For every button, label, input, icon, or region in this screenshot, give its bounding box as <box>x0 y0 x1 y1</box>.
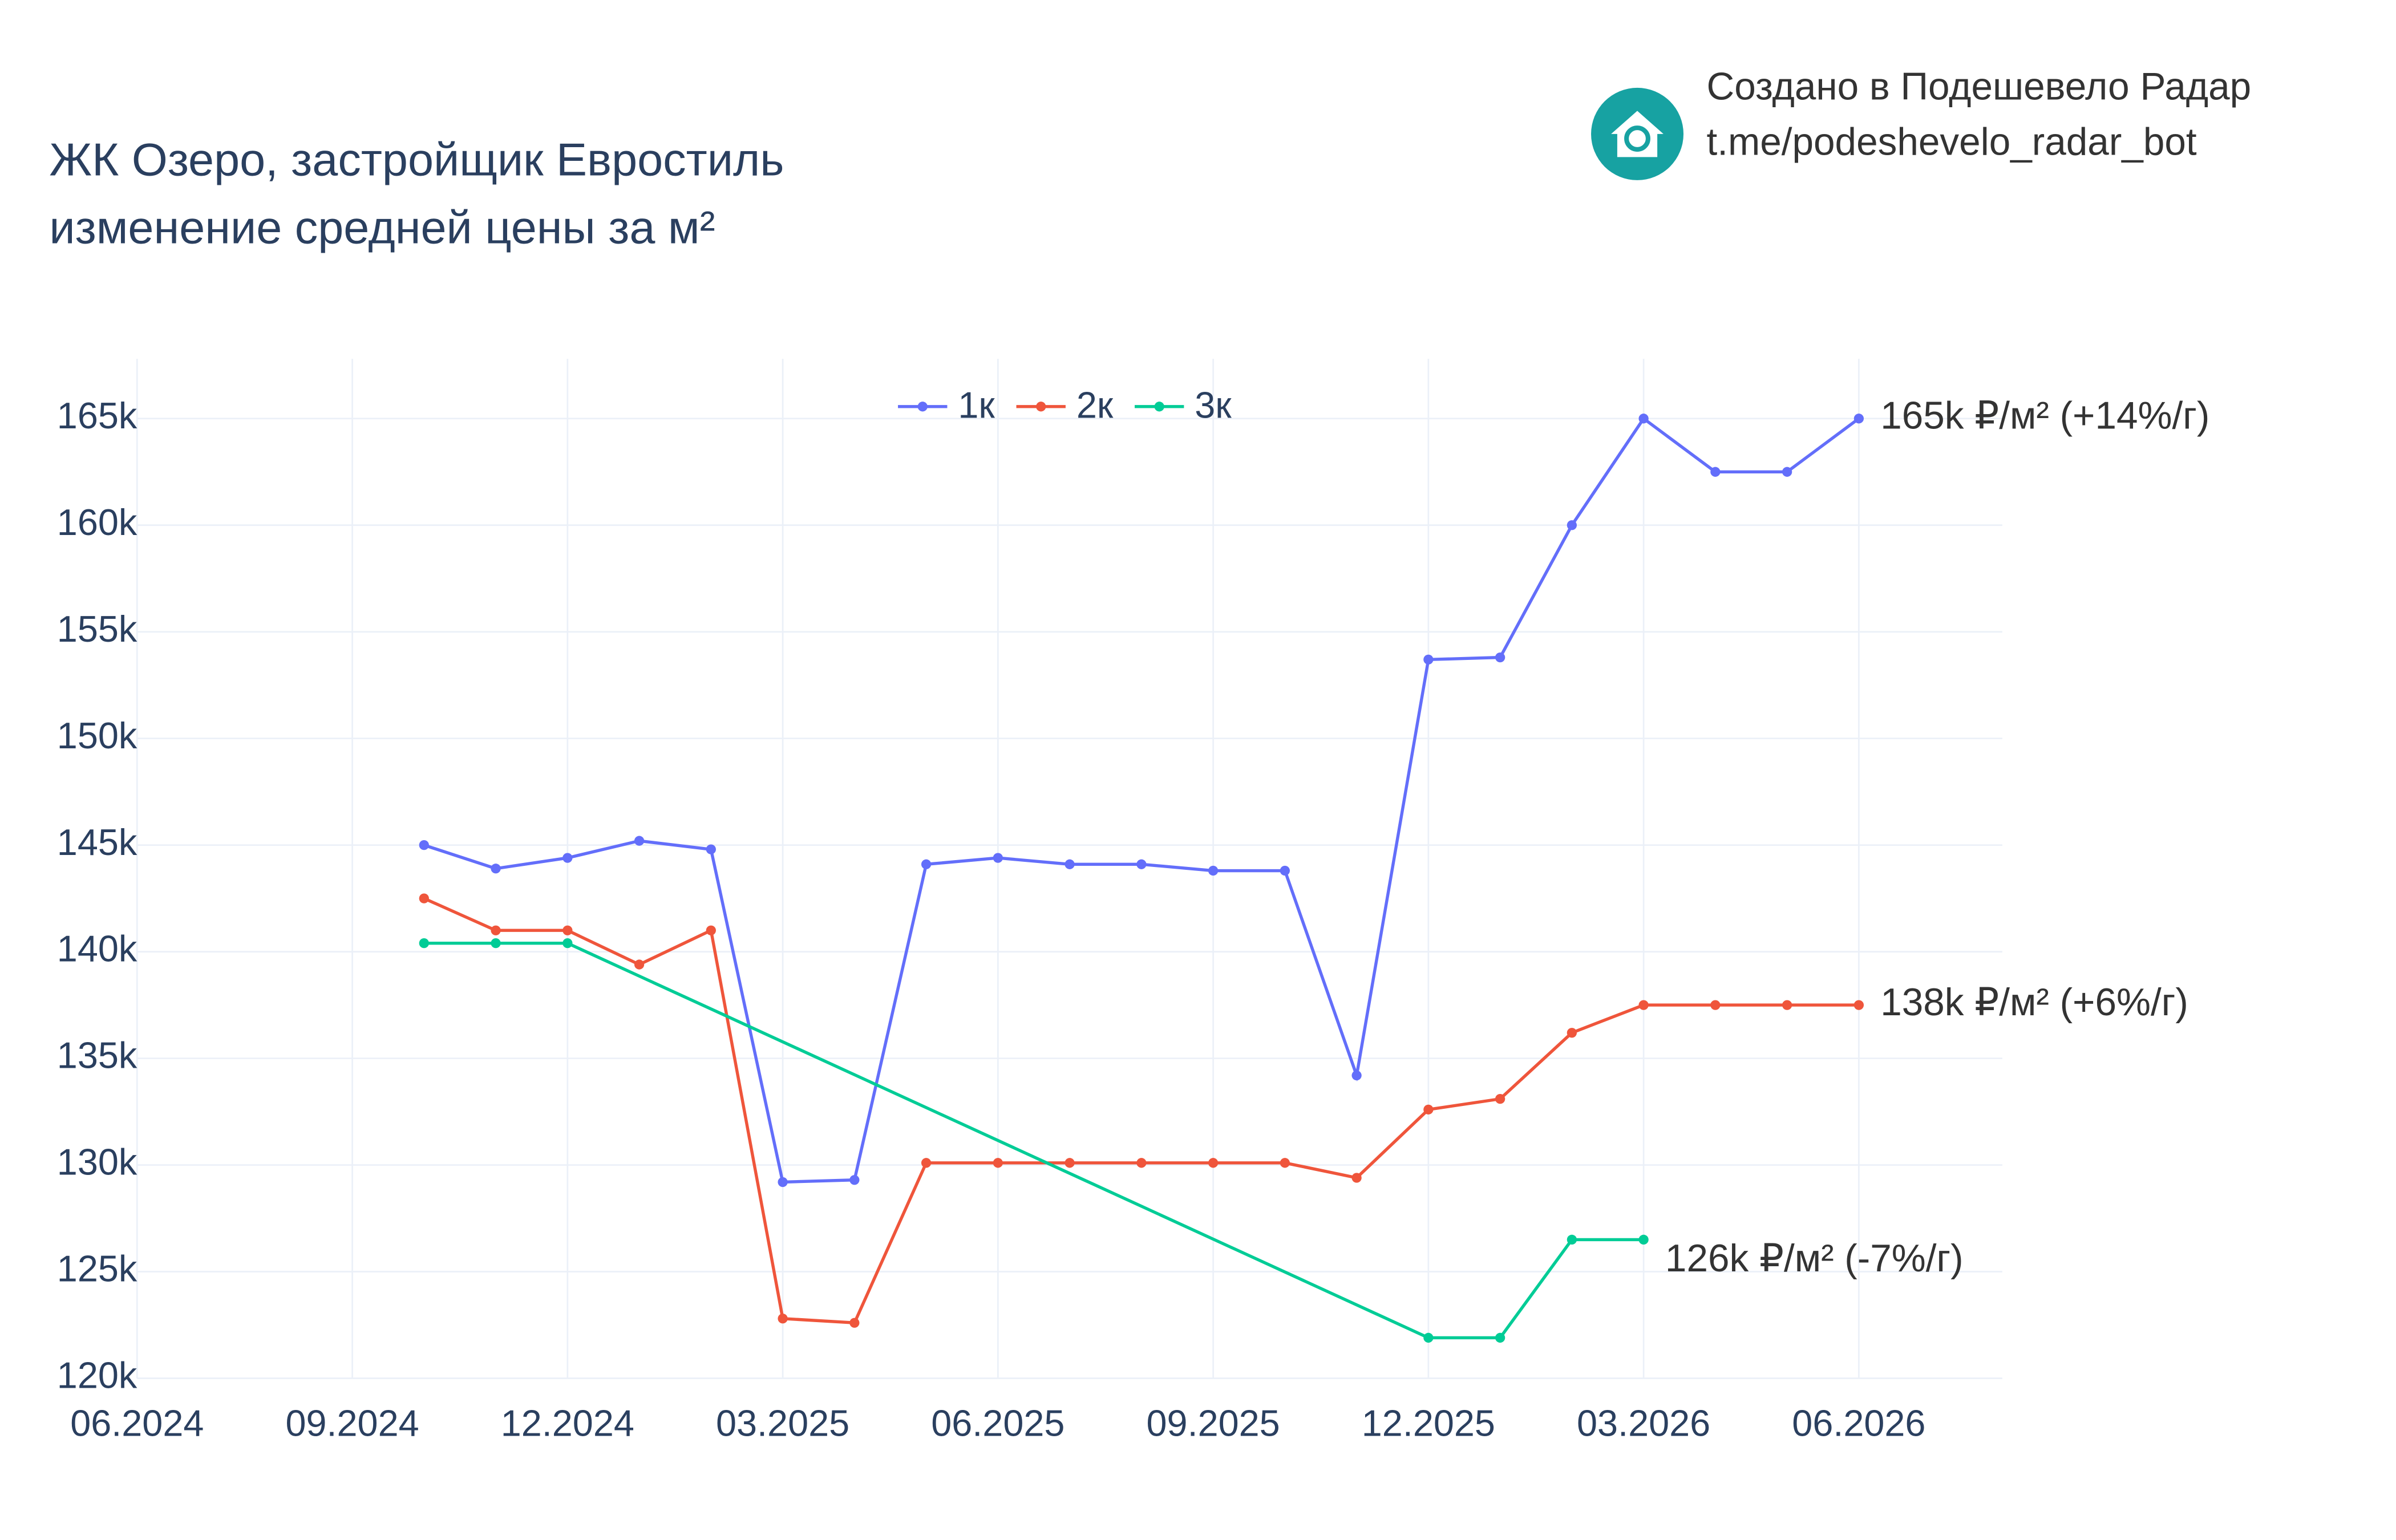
legend-label: 2к <box>1076 384 1114 426</box>
legend-label: 3к <box>1195 384 1232 426</box>
legend-label: 1к <box>958 384 995 426</box>
data-point <box>1567 1028 1577 1038</box>
data-point <box>419 893 429 903</box>
chart-subtitle: изменение средней цены за м² <box>49 202 715 253</box>
data-point <box>1638 1000 1649 1010</box>
data-point <box>849 1175 860 1185</box>
data-point <box>1853 1000 1864 1010</box>
data-point <box>1495 652 1505 663</box>
x-tick-label: 06.2024 <box>70 1402 204 1444</box>
end-annotation: 126k ₽/м² (-7%/г) <box>1665 1237 1964 1280</box>
data-point <box>993 853 1003 863</box>
data-point <box>1136 1158 1147 1168</box>
x-tick-label: 09.2024 <box>285 1402 419 1444</box>
data-point <box>634 836 645 846</box>
data-point <box>1710 1000 1721 1010</box>
data-point <box>1853 414 1864 424</box>
x-tick-label: 06.2026 <box>1792 1402 1925 1444</box>
data-point <box>1423 1332 1434 1343</box>
y-tick-label: 135k <box>57 1035 137 1076</box>
data-point <box>1065 859 1075 869</box>
y-tick-label: 140k <box>57 928 137 970</box>
data-point <box>1782 1000 1792 1010</box>
data-point <box>1638 1234 1649 1245</box>
y-tick-label: 130k <box>57 1141 137 1183</box>
legend-marker <box>1154 402 1164 412</box>
end-annotation: 165k ₽/м² (+14%/г) <box>1880 395 2209 437</box>
data-point <box>562 853 573 863</box>
logo <box>1591 87 1684 180</box>
y-tick-label: 120k <box>57 1355 137 1396</box>
data-point <box>778 1177 788 1188</box>
x-tick-label: 12.2024 <box>501 1402 634 1444</box>
data-point <box>1567 1234 1577 1245</box>
data-point <box>1280 1158 1290 1168</box>
data-point <box>778 1314 788 1324</box>
data-point <box>419 840 429 850</box>
data-point <box>1136 859 1147 869</box>
data-point <box>1495 1093 1505 1104</box>
data-point <box>1351 1173 1362 1183</box>
series-line <box>424 941 1644 1340</box>
x-tick-label: 09.2025 <box>1147 1402 1280 1444</box>
data-point <box>706 925 716 935</box>
data-point <box>491 938 501 949</box>
data-point <box>562 925 573 935</box>
data-point <box>1208 865 1219 876</box>
y-tick-label: 155k <box>57 608 137 650</box>
y-tick-label: 145k <box>57 821 137 863</box>
x-tick-label: 03.2025 <box>716 1402 849 1444</box>
y-tick-label: 125k <box>57 1248 137 1290</box>
legend-marker <box>917 402 928 412</box>
data-point <box>1208 1158 1219 1168</box>
data-point <box>1423 654 1434 664</box>
data-point <box>1351 1070 1362 1081</box>
data-point <box>634 959 645 970</box>
data-point <box>1065 1158 1075 1168</box>
data-point <box>993 1158 1003 1168</box>
data-point <box>1567 520 1577 530</box>
data-point <box>491 864 501 874</box>
credit-line: Создано в Подешевело Радар <box>1707 65 2252 108</box>
x-tick-label: 12.2025 <box>1362 1402 1495 1444</box>
y-tick-label: 165k <box>57 395 137 436</box>
data-point <box>491 925 501 935</box>
data-point <box>562 938 573 949</box>
credit-link: t.me/podeshevelo_radar_bot <box>1707 121 2197 164</box>
data-point <box>921 1158 932 1168</box>
data-point <box>1710 467 1721 477</box>
legend-marker <box>1036 402 1046 412</box>
data-point <box>849 1318 860 1328</box>
data-point <box>1495 1332 1505 1343</box>
data-point <box>1280 865 1290 876</box>
end-annotation: 138k ₽/м² (+6%/г) <box>1880 981 2188 1024</box>
x-tick-label: 06.2025 <box>931 1402 1065 1444</box>
data-point <box>1782 467 1792 477</box>
y-tick-label: 150k <box>57 715 137 756</box>
data-point <box>419 938 429 949</box>
data-point <box>921 859 932 869</box>
chart-title: ЖК Озеро, застройщик Евростиль <box>49 135 784 186</box>
data-point <box>1423 1104 1434 1115</box>
y-tick-label: 160k <box>57 501 137 543</box>
x-tick-label: 03.2026 <box>1577 1402 1710 1444</box>
data-point <box>1638 414 1649 424</box>
data-point <box>706 844 716 854</box>
